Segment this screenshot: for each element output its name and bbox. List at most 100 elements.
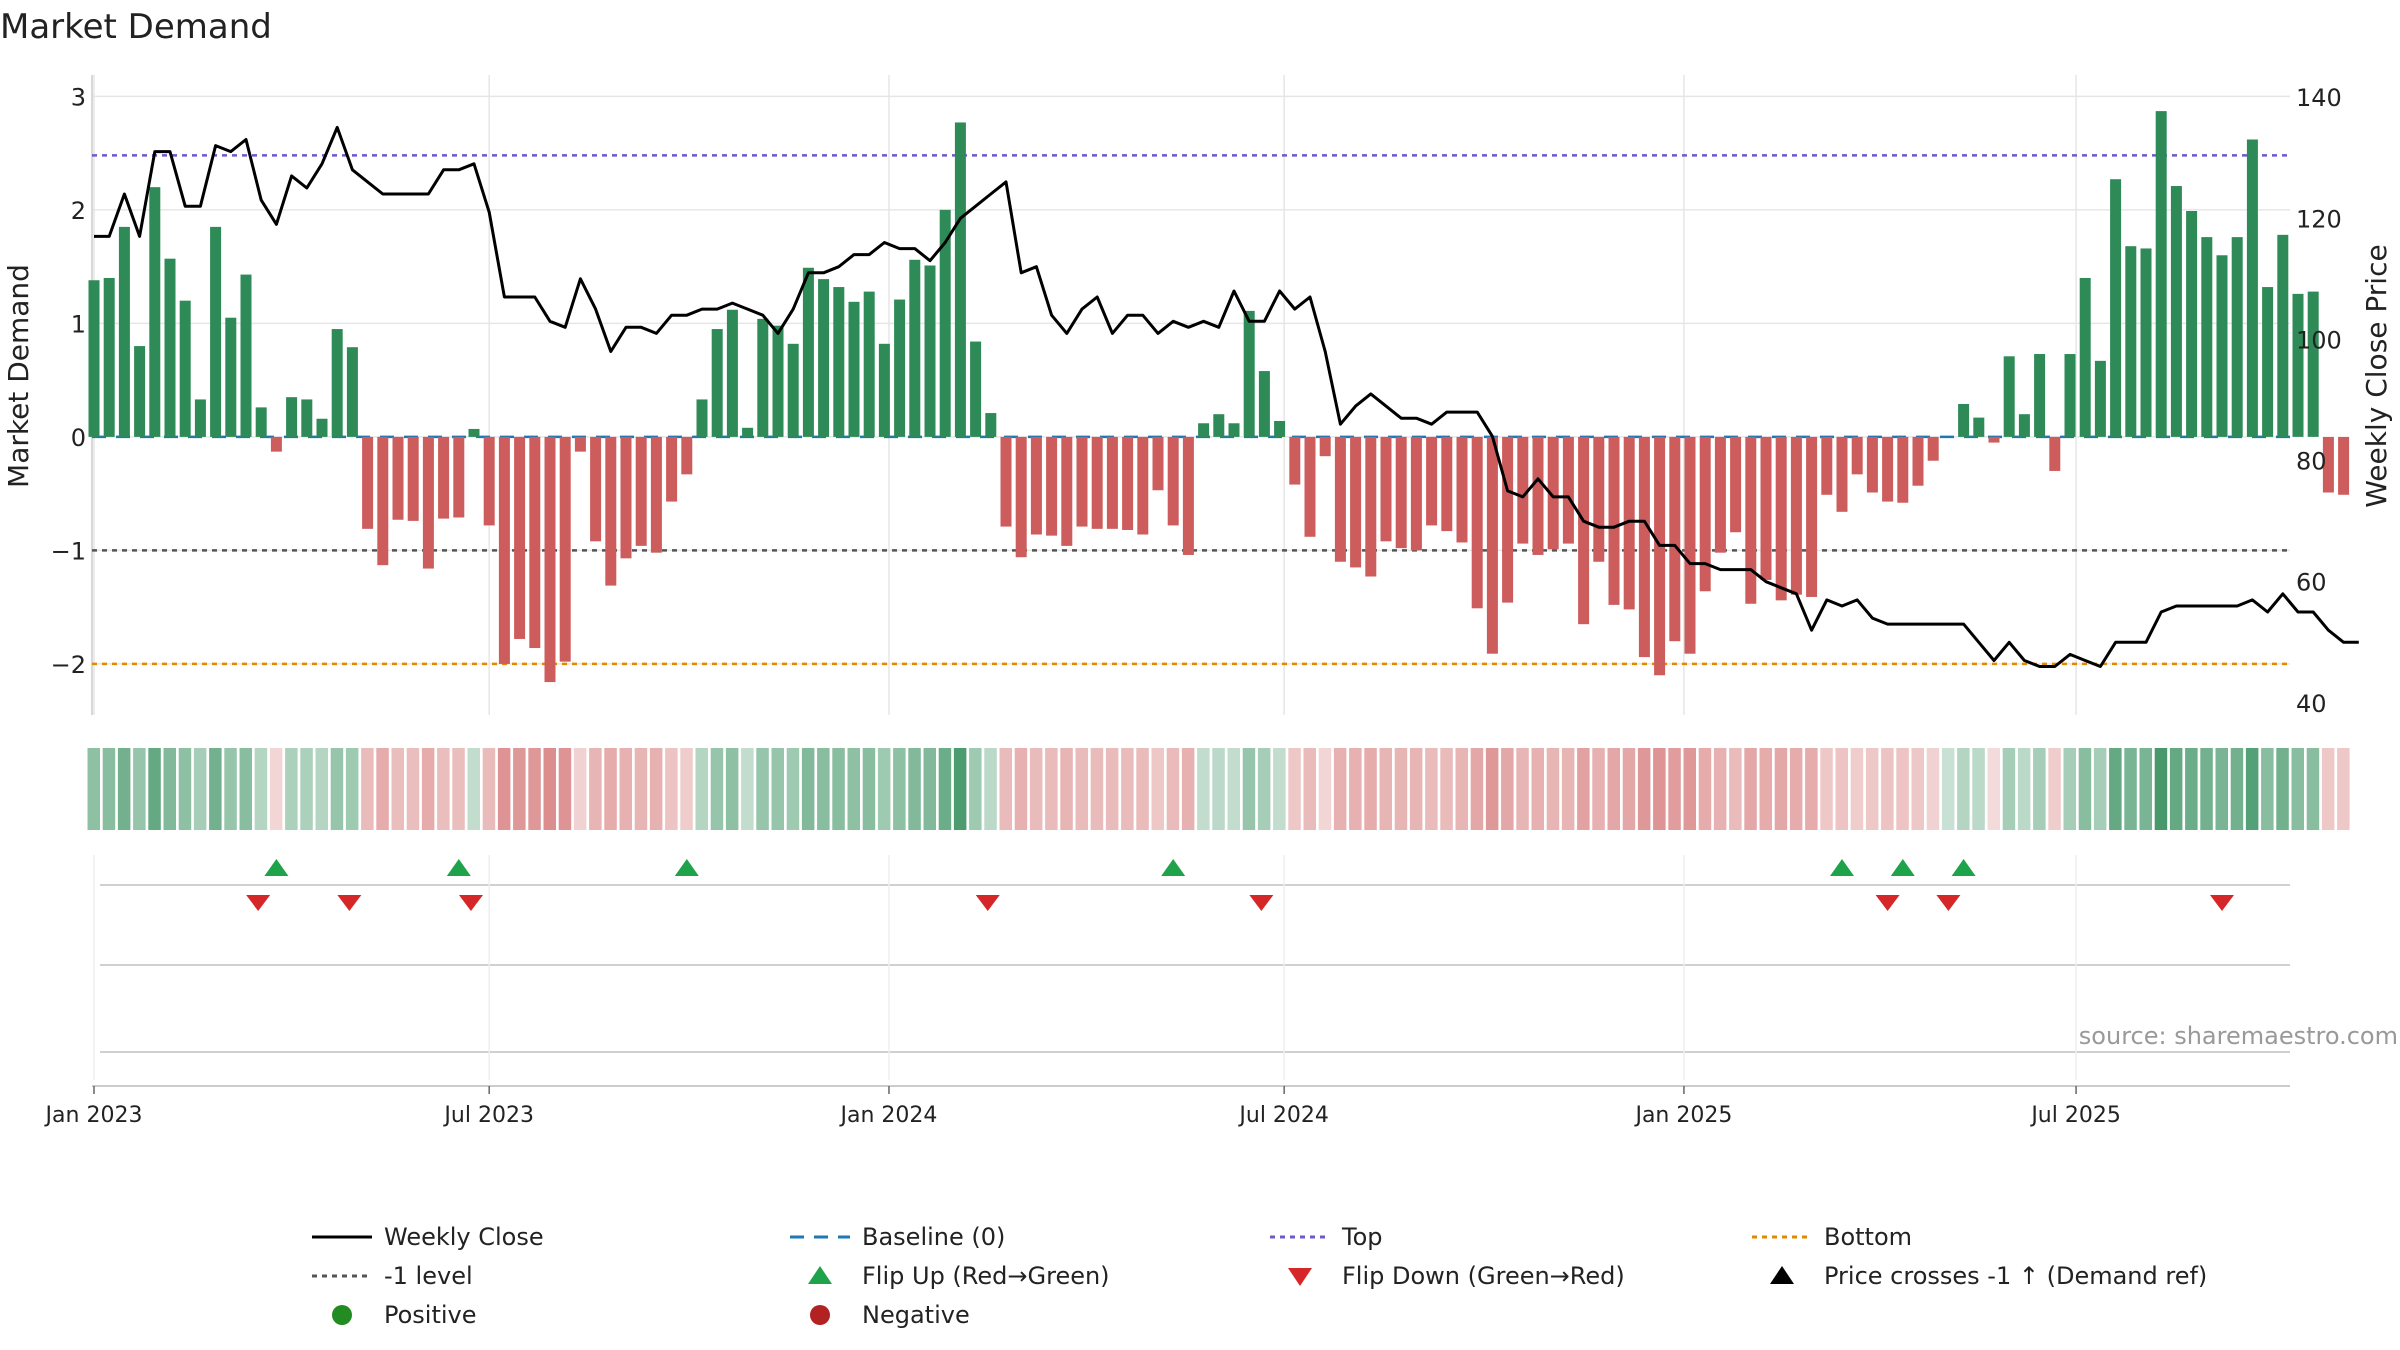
demand-bar [1806,436,1818,597]
x-tick-label: Jul 2025 [2029,1103,2121,1128]
heatmap-cell [2078,748,2092,830]
heatmap-cell [1349,748,1362,830]
demand-bar [1608,436,1620,605]
demand-bar [878,343,890,437]
y-right-tick-label: 80 [2296,448,2327,476]
demand-bar [438,436,450,519]
demand-bar [270,436,282,452]
demand-bar [711,329,723,437]
legend-label: Price crosses -1 ↑ (Demand ref) [1824,1262,2207,1290]
heatmap-cell [528,748,541,830]
demand-bar [164,258,176,437]
demand-bar [2034,354,2046,437]
flip-down-marker [1875,895,1900,911]
heatmap-cell [1501,748,1514,830]
demand-bar [1638,436,1650,658]
demand-bar [1350,436,1362,568]
demand-bar [2292,293,2304,437]
signal-rows [92,855,2290,1087]
heatmap-cell [1257,748,1271,830]
demand-bar [1122,436,1134,530]
heatmap-cell [832,748,845,830]
heatmap-cell [2109,748,2122,830]
demand-bar [498,436,510,664]
demand-bar [514,436,526,639]
x-tick-label: Jul 2024 [1237,1103,1329,1128]
heatmap-cell [1896,748,1909,830]
heatmap-cell [1561,748,1575,830]
demand-bar [605,436,617,586]
demand-bar [1836,436,1848,512]
demand-bar [179,300,191,437]
weekly-close-line [94,125,2359,668]
demand-bar [1152,436,1164,491]
heatmap-cell [1713,748,1727,830]
y-left-tick-label: 1 [71,310,86,338]
heatmap-cell [1045,748,1058,830]
heatmap-cell [421,748,435,830]
legend-item: Flip Down (Green→Red) [1288,1262,1625,1290]
flip-up-marker [1951,859,1976,876]
demand-bar [1760,436,1772,580]
demand-bar [2049,436,2061,471]
demand-bar [939,209,951,437]
heatmap-cell [345,748,359,830]
legend-label: -1 level [384,1262,473,1290]
heatmap-cell [1683,748,1696,830]
demand-bar [1882,436,1894,502]
heatmap-cell [923,748,936,830]
heatmap-cell [1288,748,1301,830]
heatmap-cell [1774,748,1788,830]
demand-bar [225,317,237,437]
demand-bar [468,428,480,437]
legend-swatch [808,1266,832,1284]
flip-down-marker [246,895,271,911]
demand-bar [1775,436,1787,601]
heatmap-cell [725,748,739,830]
demand-bar [2170,186,2182,437]
legend-item: -1 level [312,1262,473,1290]
demand-bar [833,287,845,437]
demand-bar [2110,179,2122,437]
heatmap-cell [2154,748,2168,830]
heatmap-cell [741,748,754,830]
y-right-tick-label: 40 [2296,690,2327,718]
grid-layer [91,75,2290,715]
heatmap-cell [2063,748,2076,830]
demand-bar [118,226,130,437]
heatmap-cell [801,748,815,830]
heatmap-cell [330,748,344,830]
heatmap-cell [1303,748,1316,830]
demand-bar [1851,436,1863,475]
heatmap-cell [756,748,769,830]
heatmap-cell [87,748,100,830]
heatmap-cell [1470,748,1484,830]
heatmap-cell [969,748,982,830]
heatmap-cell [573,748,587,830]
heatmap-cell [1805,748,1818,830]
x-tick-label: Jan 2023 [44,1103,143,1128]
demand-bar [2094,360,2106,437]
heatmap-cell [193,748,207,830]
demand-bar [1091,436,1103,529]
heatmap-cell [1577,748,1590,830]
heatmap-cell [893,748,906,830]
demand-bar [1730,436,1742,533]
heatmap-cell [2169,748,2183,830]
heatmap-cell [1166,748,1180,830]
demand-bar [392,436,404,520]
y-left-tick-label: 2 [71,197,86,225]
heatmap-cell [1759,748,1772,830]
demand-bar [1562,436,1574,544]
heatmap-cell [1820,748,1833,830]
demand-bar [802,267,814,437]
y-right-tick-label: 100 [2296,326,2342,354]
demand-bar [1304,436,1316,537]
demand-bar [574,436,586,452]
heatmap-cell [604,748,617,830]
demand-bar [635,436,647,546]
heatmap-cell [437,748,450,830]
flip-up-marker [674,859,699,876]
demand-bar [559,436,571,662]
heatmap-cell [224,748,237,830]
